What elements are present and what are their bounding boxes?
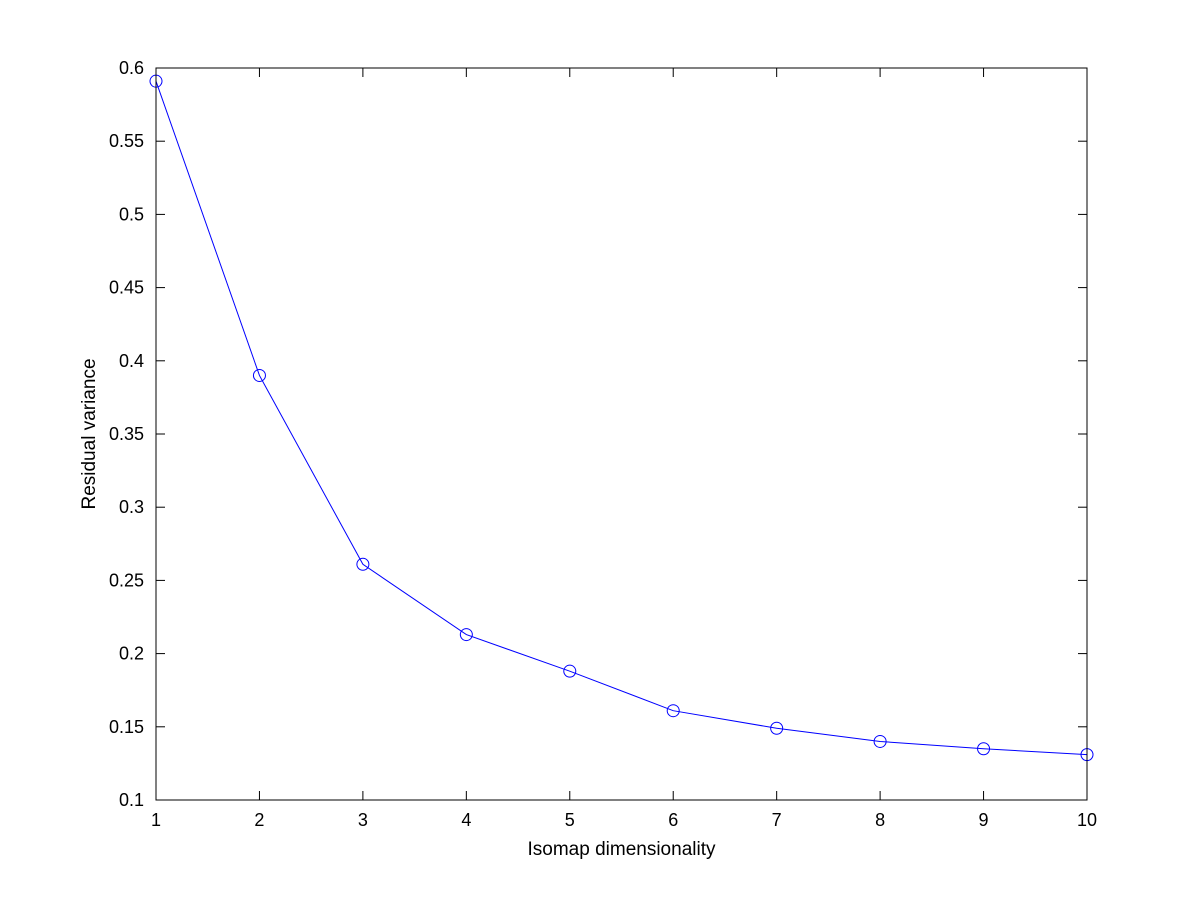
x-tick-label: 8 <box>875 810 885 830</box>
data-point <box>356 557 370 571</box>
data-point <box>666 704 680 718</box>
y-axis-label: Residual variance <box>79 358 100 509</box>
y-tick-label: 0.55 <box>109 131 144 151</box>
y-tick-label: 0.4 <box>119 351 144 371</box>
y-tick-label: 0.5 <box>119 204 144 224</box>
x-tick-label: 2 <box>254 810 264 830</box>
series-line <box>155 81 1088 756</box>
y-tick-label: 0.2 <box>119 644 144 664</box>
y-tick-label: 0.35 <box>109 424 144 444</box>
y-tick-label: 0.25 <box>109 570 144 590</box>
data-point <box>977 742 991 756</box>
x-tick-label: 3 <box>358 810 368 830</box>
data-point <box>770 721 784 735</box>
data-point <box>252 368 266 382</box>
data-point <box>459 628 473 642</box>
x-tick-label: 1 <box>151 810 161 830</box>
x-tick-label: 5 <box>565 810 575 830</box>
y-axis-ticks: 0.1 0.15 0.2 0.25 0.3 0.35 0.4 0.45 0.5 0.55 0.6 <box>109 58 1087 810</box>
y-tick-label: 0.6 <box>119 58 144 78</box>
plot-frame <box>155 67 1088 801</box>
data-point <box>563 664 577 678</box>
x-axis-label: Isomap dimensionality <box>528 839 716 860</box>
y-tick-label: 0.3 <box>119 497 144 517</box>
x-tick-label: 7 <box>772 810 782 830</box>
x-tick-label: 9 <box>979 810 989 830</box>
x-tick-label: 4 <box>461 810 471 830</box>
data-point <box>873 734 887 748</box>
x-tick-label: 6 <box>668 810 678 830</box>
y-tick-label: 0.15 <box>109 717 144 737</box>
x-tick-label: 10 <box>1077 810 1097 830</box>
plot-area <box>156 68 1087 800</box>
y-tick-label: 0.1 <box>119 790 144 810</box>
y-tick-label: 0.45 <box>109 278 144 298</box>
